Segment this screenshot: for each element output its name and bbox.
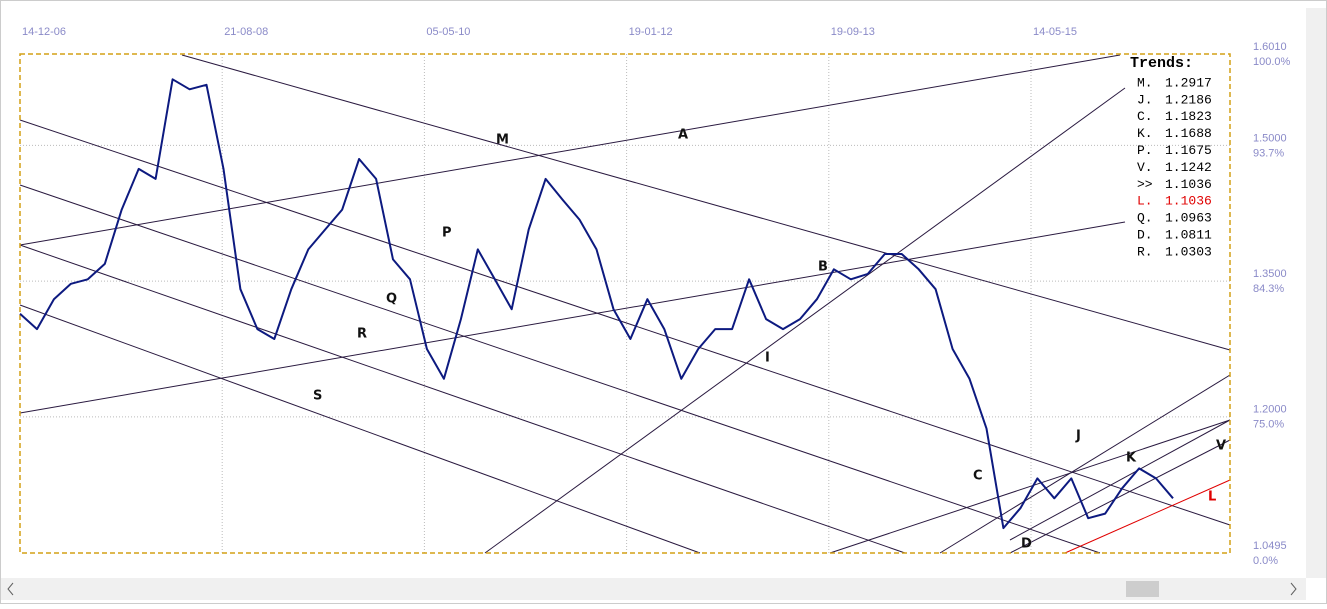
h-scrollbar[interactable] [1, 578, 1306, 600]
y-tick-pct-label: 75.0% [1253, 419, 1284, 431]
legend-label: >> [1137, 177, 1153, 192]
y-tick-label: 1.2000 [1253, 404, 1287, 416]
annotation: V [1216, 439, 1226, 454]
legend-value: 1.0963 [1165, 211, 1212, 226]
legend-label: P. [1137, 143, 1153, 158]
legend-value: 1.1823 [1165, 109, 1212, 124]
trendlines [19, 54, 1231, 554]
h-scroll-thumb[interactable] [1126, 581, 1159, 597]
trendline [19, 184, 1101, 554]
v-scroll-track[interactable] [1306, 8, 1326, 578]
annotation: J [1075, 429, 1081, 444]
annotation: K [1126, 451, 1137, 466]
x-tick-label: 14-05-15 [1033, 26, 1077, 38]
annotation: P [442, 226, 452, 241]
annotations: M A P Q R S I B C J K V L D [313, 128, 1226, 552]
y-tick-label: 1.6010 [1253, 41, 1287, 53]
trendline [181, 54, 1231, 351]
legend-title: Trends: [1130, 55, 1193, 72]
legend-value: 1.1242 [1165, 160, 1212, 175]
trendline [1009, 419, 1231, 541]
legend-label: V. [1137, 160, 1153, 175]
trendline [484, 87, 1126, 554]
legend-value: 1.1036 [1165, 177, 1212, 192]
annotation: L [1208, 490, 1216, 505]
price-line [19, 78, 1174, 530]
legend-label: C. [1137, 109, 1153, 124]
plot-area [19, 53, 1231, 554]
x-tick-label: 05-05-10 [426, 26, 470, 38]
trendline [1009, 439, 1231, 554]
legend-value: 1.2917 [1165, 75, 1212, 90]
legend-value: 1.1036 [1165, 194, 1212, 209]
trendline [19, 221, 1126, 414]
trendline [19, 244, 906, 554]
legend-label: D. [1137, 228, 1153, 243]
y-tick-label: 1.3500 [1253, 268, 1287, 280]
trendline [19, 54, 1121, 246]
trendline [19, 119, 1231, 526]
scroll-left[interactable] [7, 582, 14, 596]
legend-label: L. [1137, 194, 1153, 209]
y-tick-pct-label: 93.7% [1253, 147, 1284, 159]
y-tick-pct-label: 84.3% [1253, 283, 1284, 295]
annotation: A [678, 128, 688, 143]
legend-label: R. [1137, 244, 1153, 259]
annotation: I [765, 351, 770, 366]
y-tick-pct-label: 0.0% [1253, 555, 1278, 567]
legend-value: 1.1688 [1165, 126, 1212, 141]
legend-value: 1.1675 [1165, 143, 1212, 158]
x-tick-label: 19-01-12 [629, 26, 673, 38]
y-tick-label: 1.5000 [1253, 132, 1287, 144]
y-tick-label: 1.0495 [1253, 540, 1287, 552]
legend-label: Q. [1137, 211, 1153, 226]
legend-label: K. [1137, 126, 1153, 141]
x-tick-label: 14-12-06 [22, 26, 66, 38]
annotation: D [1021, 537, 1032, 552]
trendline [939, 374, 1231, 554]
annotation: R [357, 327, 367, 342]
annotation: M [496, 133, 509, 148]
trendline [19, 304, 701, 554]
annotation: S [313, 389, 322, 404]
y-tick-pct-label: 100.0% [1253, 56, 1291, 68]
legend-value: 1.2186 [1165, 92, 1212, 107]
annotation: Q [386, 292, 397, 307]
trendline-red [1064, 479, 1231, 554]
trendline [829, 419, 1231, 554]
annotation: C [973, 469, 983, 484]
annotation: B [818, 260, 828, 275]
scroll-right[interactable] [1290, 582, 1297, 596]
legend-value: 1.0811 [1165, 228, 1212, 243]
legend-label: M. [1137, 75, 1153, 90]
x-tick-label: 21-08-08 [224, 26, 268, 38]
legend-value: 1.0303 [1165, 244, 1212, 259]
legend-label: J. [1137, 92, 1153, 107]
x-tick-label: 19-09-13 [831, 26, 875, 38]
